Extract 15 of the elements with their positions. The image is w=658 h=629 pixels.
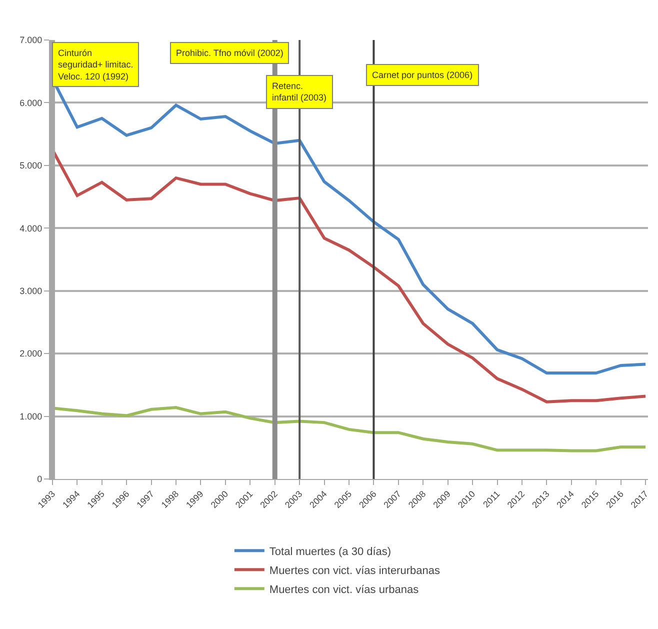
legend-label: Muertes con vict. vías urbanas [269,584,420,596]
y-tick-label: 6.000 [20,98,42,108]
y-tick-label: 5.000 [20,160,42,171]
y-tick-label: 2.000 [20,348,42,359]
legend-label: Total muertes (a 30 días) [269,546,392,558]
ref-line-label: Cinturón seguridad+ limitac. Veloc. 120 (1992) [58,48,134,82]
y-tick-label: 1.000 [20,411,42,422]
y-tick-label: 0 [37,474,42,484]
y-tick-label: 3.000 [20,286,42,296]
ref-line-label: Carnet por puntos (2006) [372,70,473,80]
y-tick-label: 4.000 [20,223,42,234]
y-tick-label: 7.000 [20,35,42,46]
legend-label: Muertes con vict. vías interurbanas [269,564,440,577]
ref-line-label: Retenc. infantil (2003) [272,81,327,103]
ref-line-label: Prohibic. Tfno móvil (2002) [176,48,284,58]
